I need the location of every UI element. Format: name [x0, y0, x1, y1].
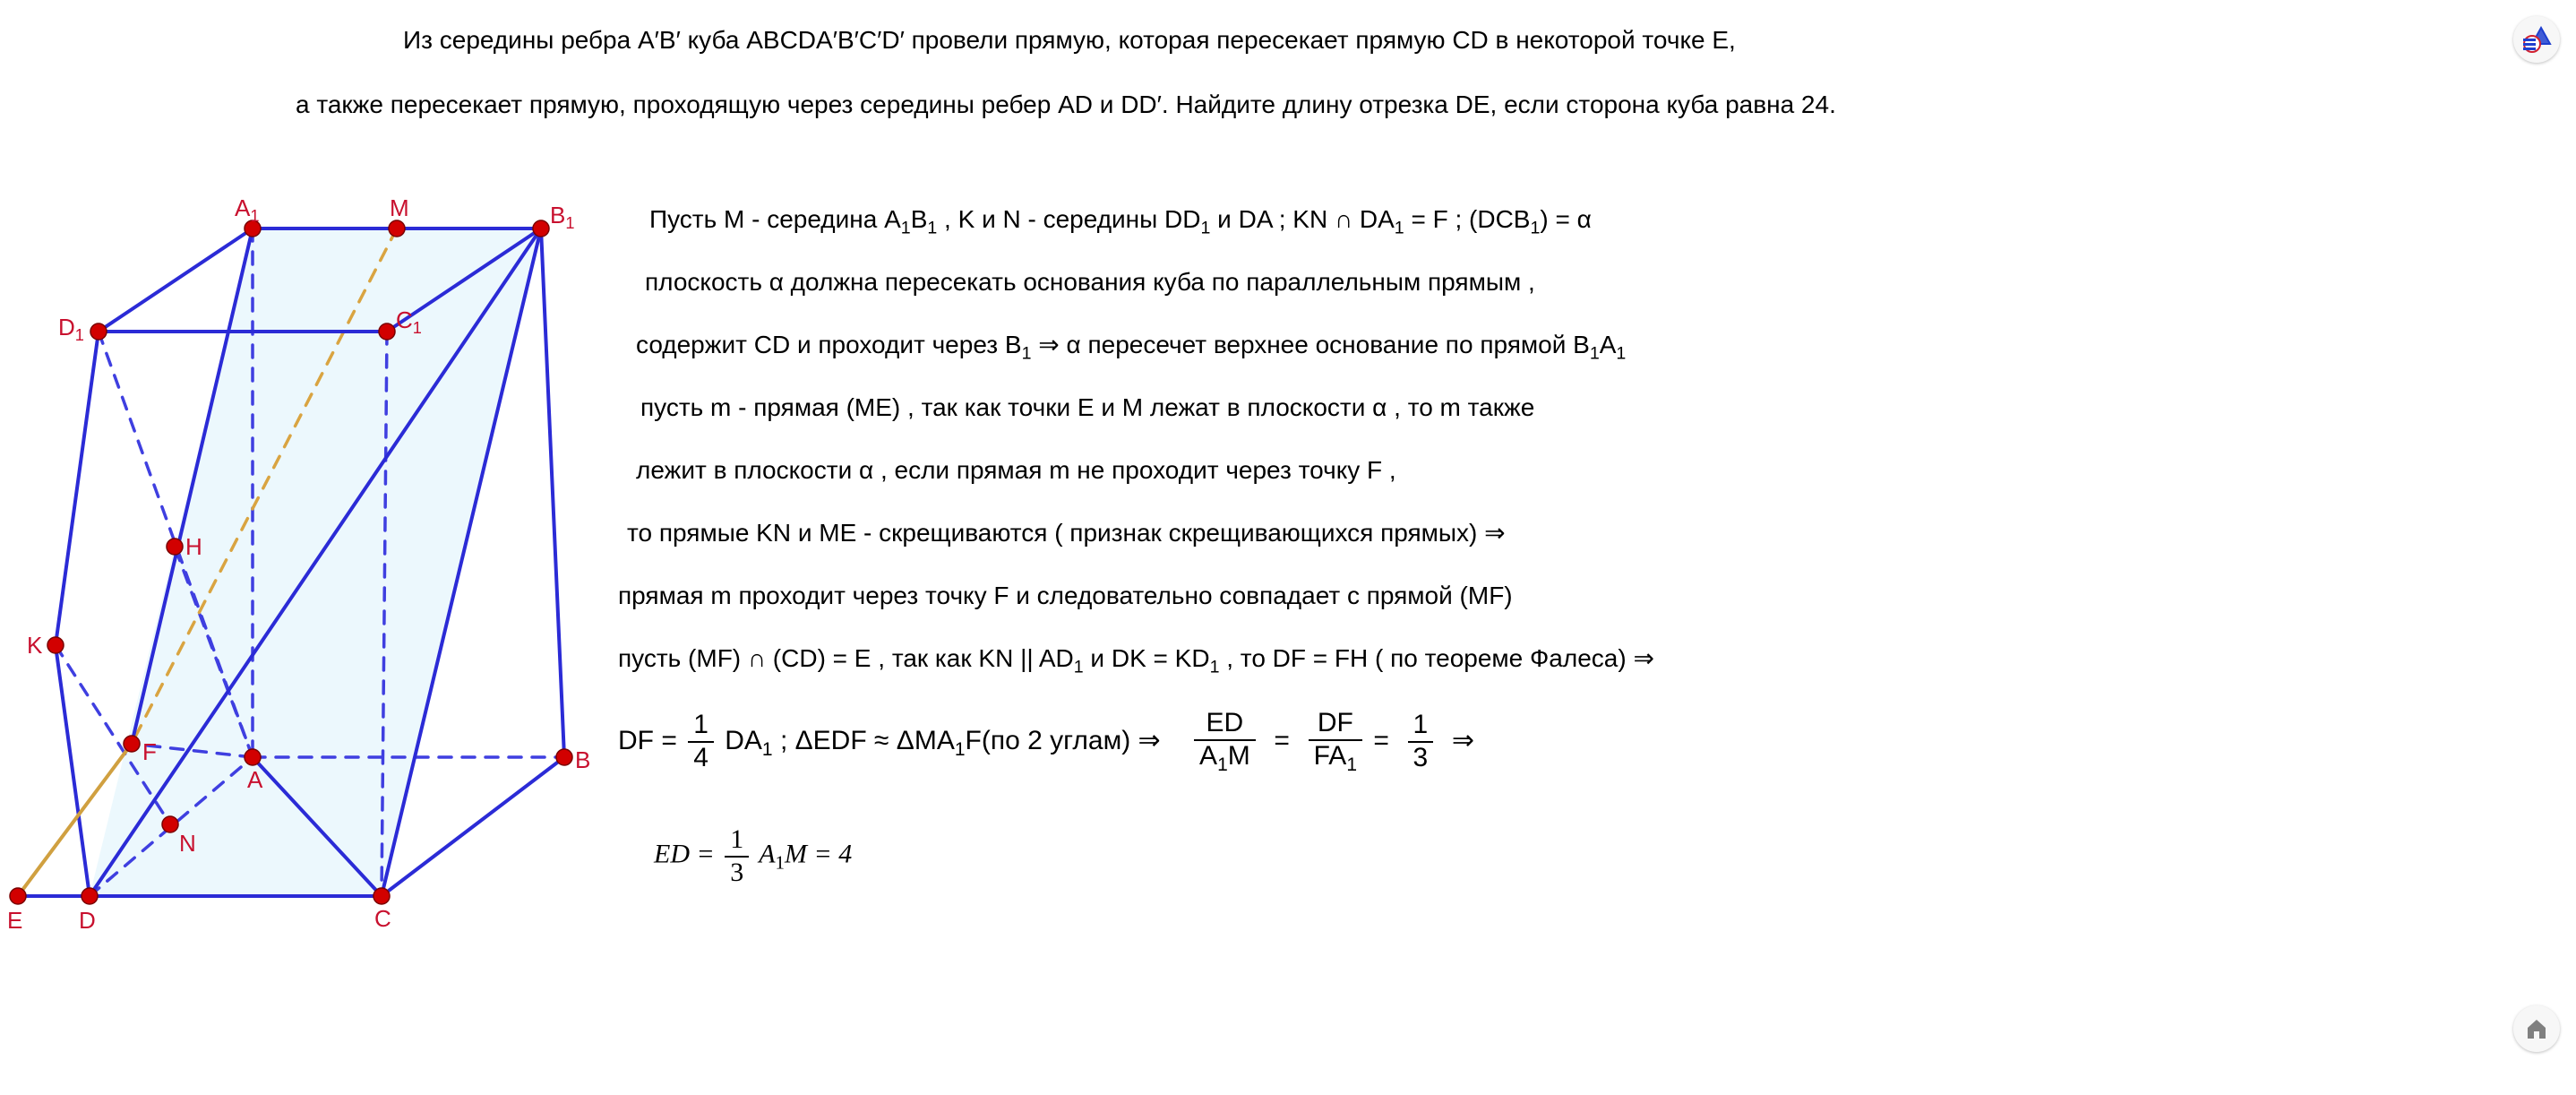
solution-line-7: прямая m проходит через точку F и следов… [618, 581, 1513, 611]
solution-line-1: Пусть M - середина A1B1 , K и N - середи… [649, 204, 1592, 244]
solution-line-6: то прямые KN и ME - скрещиваются ( призн… [627, 518, 1506, 548]
label-C: C [374, 905, 391, 933]
shapes-icon [2521, 26, 2552, 53]
label-B1: B1 [550, 202, 574, 233]
label-E: E [7, 907, 22, 935]
home-button[interactable] [2513, 1005, 2560, 1052]
label-K: K [27, 632, 42, 660]
problem-line-1-text: Из середины ребра A′B′ куба ABCDA′B′C′D′… [403, 26, 1736, 54]
solution-line-3: содержит CD и проходит через B1 ⇒ α пере… [636, 330, 1626, 369]
solution-line-8: пусть (MF) ∩ (CD) = E , так как KN || AD… [618, 643, 1654, 683]
problem-line-2-text: а также пересекает прямую, проходящую че… [296, 91, 1836, 118]
problem-line-1: Из середины ребра A′B′ куба ABCDA′B′C′D′… [403, 25, 1736, 56]
menu-button[interactable] [2513, 16, 2560, 63]
label-N: N [179, 830, 196, 858]
label-D: D [79, 907, 96, 935]
label-A1: A1 [235, 194, 259, 226]
label-A: A [247, 766, 262, 794]
solution-line-5: лежит в плоскости α , если прямая m не п… [636, 455, 1396, 486]
label-M: M [390, 194, 409, 222]
solution-line-2: плоскость α должна пересекать основания … [645, 267, 1535, 297]
label-F: F [142, 738, 157, 766]
label-C1: C1 [396, 306, 422, 338]
label-B: B [575, 746, 590, 774]
home-icon [2524, 1017, 2549, 1040]
label-H: H [185, 533, 202, 561]
cube-diagram-svg [0, 179, 627, 968]
cube-diagram: A1 M B1 D1 C1 K H F N A B C D E [0, 179, 627, 968]
label-D1: D1 [58, 314, 84, 345]
solution-line-4: пусть m - прямая (ME) , так как точки E … [640, 392, 1534, 423]
problem-line-2: а также пересекает прямую, проходящую че… [296, 90, 1836, 120]
solution-line-9: DF = 14 DA1 ; ΔEDF ≈ ΔMA1F(по 2 углам) ⇒… [618, 708, 1474, 776]
solution-line-10: ED = 13 A1M = 4 [654, 824, 852, 888]
